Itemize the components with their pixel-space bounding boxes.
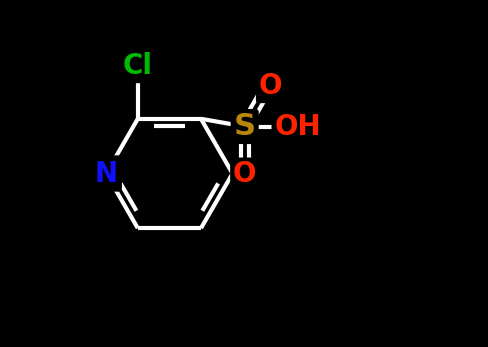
Text: S: S — [233, 112, 255, 141]
Text: O: O — [258, 73, 282, 100]
Text: OH: OH — [274, 112, 320, 141]
Text: N: N — [95, 160, 118, 187]
Text: O: O — [232, 160, 256, 188]
Text: Cl: Cl — [122, 52, 152, 80]
